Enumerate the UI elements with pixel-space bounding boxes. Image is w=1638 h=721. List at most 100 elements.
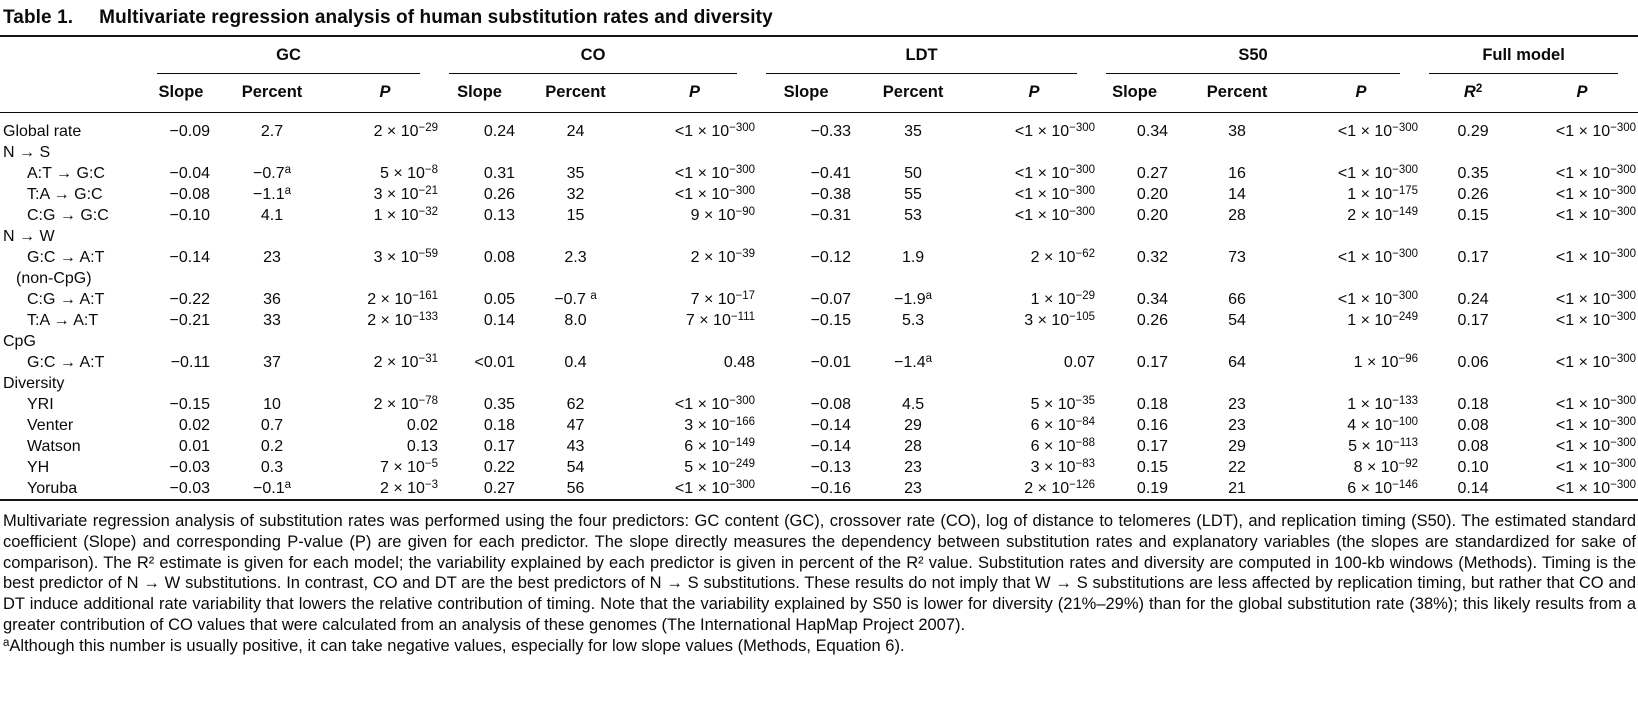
table-row: A:T → G:C −0.04 −0.7a 5 × 10−8 0.31 35 <1 × 10…	[0, 163, 1638, 184]
cell-s50-percent: 23	[1228, 417, 1246, 434]
cell-co-percent: 15	[566, 207, 585, 224]
row-label: Venter	[27, 417, 74, 434]
table-body: Global rate −0.09 2.7 2 × 10−29 0.24 24 <1 × 1…	[0, 113, 1638, 501]
col-header-s50-percent: Percent	[1172, 74, 1303, 113]
table-row: G:C → A:T (non-CpG) −0.14 23 3 × 10−59 0.08 2.…	[0, 247, 1638, 289]
table-row: Venter 0.02 0.7 0.02 0.18 47 3 × 10−166 −0.14 29…	[0, 415, 1638, 436]
row-label: N → W	[3, 228, 55, 245]
cell-co-slope: <0.01	[474, 354, 516, 371]
cell-ldt-percent: 5.3	[901, 312, 925, 329]
cell-gc-slope: −0.22	[169, 291, 210, 308]
row-label: Diversity	[3, 375, 65, 392]
cell-full-r2: 0.17	[1457, 249, 1489, 266]
cell-ldt-p: 6 × 10−88	[1030, 436, 1096, 455]
footnote-section: Multivariate regression analysis of subs…	[0, 501, 1638, 657]
cell-gc-slope: −0.15	[169, 396, 210, 413]
cell-gc-slope: −0.04	[169, 165, 210, 182]
cell-s50-percent: 38	[1228, 123, 1246, 140]
cell-co-slope: 0.18	[483, 417, 516, 434]
cell-full-r2: 0.14	[1457, 480, 1489, 497]
cell-gc-p: 0.13	[406, 438, 439, 455]
cell-full-p: <1 × 10−300	[1555, 289, 1637, 308]
label-col-spacer	[0, 37, 148, 74]
cell-co-slope: 0.26	[483, 186, 516, 203]
cell-ldt-p: <1 × 10−300	[1014, 121, 1096, 140]
cell-s50-p: 1 × 10−175	[1347, 184, 1419, 203]
cell-full-r2: 0.26	[1457, 186, 1489, 203]
col-header-s50-p: P	[1302, 74, 1421, 113]
cell-co-p: <1 × 10−300	[674, 478, 756, 497]
cell-ldt-percent: 23	[904, 459, 922, 476]
cell-s50-slope: 0.27	[1136, 165, 1169, 182]
section-row: Diversity	[0, 373, 1638, 394]
cell-ldt-percent: 35	[904, 123, 922, 140]
cell-ldt-percent: 53	[904, 207, 922, 224]
table-number: Table 1.	[3, 7, 74, 28]
cell-co-percent: 24	[566, 123, 585, 140]
cell-full-p: <1 × 10−300	[1555, 394, 1637, 413]
cell-co-p: 9 × 10−90	[690, 205, 756, 224]
cell-co-p: 7 × 10−17	[690, 289, 756, 308]
cell-gc-percent: 10	[263, 396, 281, 413]
col-header-ldt-slope: Slope	[757, 74, 856, 113]
cell-full-p: <1 × 10−300	[1555, 310, 1637, 329]
cell-full-p: <1 × 10−300	[1555, 205, 1637, 224]
cell-s50-p: <1 × 10−300	[1337, 289, 1419, 308]
cell-s50-percent: 23	[1228, 396, 1246, 413]
regression-table: GC CO LDT S50 Full model Slope Percent P…	[0, 37, 1638, 501]
cell-s50-p: 8 × 10−92	[1353, 457, 1419, 476]
cell-s50-slope: 0.18	[1136, 396, 1169, 413]
cell-ldt-percent: 55	[904, 186, 922, 203]
table-head: GC CO LDT S50 Full model Slope Percent P…	[0, 37, 1638, 113]
cell-gc-slope: −0.21	[169, 312, 210, 329]
cell-co-slope: 0.24	[483, 123, 516, 140]
cell-co-percent: 35	[566, 165, 585, 182]
empty-cells	[148, 226, 1638, 247]
col-header-co-slope: Slope	[440, 74, 520, 113]
col-header-r2: R2	[1420, 74, 1527, 113]
row-label: C:G → A:T	[27, 291, 105, 308]
cell-s50-percent: 16	[1228, 165, 1246, 182]
footnote-a: aAlthough this number is usually positiv…	[3, 636, 1636, 657]
cell-ldt-percent: 1.9	[901, 249, 925, 266]
cell-s50-p: 4 × 10−100	[1347, 415, 1419, 434]
cell-gc-slope: −0.10	[169, 207, 210, 224]
cell-ldt-p: <1 × 10−300	[1014, 184, 1096, 203]
cell-s50-p: 1 × 10−133	[1347, 394, 1419, 413]
cell-co-p: 3 × 10−166	[684, 415, 756, 434]
footnote-a-marker: a	[3, 636, 10, 649]
cell-gc-percent: 4.1	[260, 207, 284, 224]
section-row: CpG	[0, 331, 1638, 352]
table-title: Table 1. Multivariate regression analysis…	[0, 5, 1638, 37]
cell-ldt-p: 5 × 10−35	[1030, 394, 1096, 413]
cell-gc-p: 0.02	[406, 417, 439, 434]
cell-ldt-percent: −1.9a	[894, 289, 933, 308]
cell-gc-slope: −0.03	[169, 459, 210, 476]
r2-sup: 2	[1475, 82, 1483, 95]
group-co: CO	[440, 37, 757, 74]
cell-co-percent: 47	[566, 417, 585, 434]
cell-gc-p: 2 × 10−161	[367, 289, 439, 308]
cell-ldt-percent: 28	[904, 438, 922, 455]
cell-full-r2: 0.08	[1457, 417, 1489, 434]
cell-full-p: <1 × 10−300	[1555, 415, 1637, 434]
empty-cells	[148, 142, 1638, 163]
cell-full-r2: 0.10	[1457, 459, 1489, 476]
footnote-a-text: Although this number is usually positive…	[9, 636, 905, 655]
cell-gc-slope: −0.14	[169, 249, 210, 266]
cell-co-p: 5 × 10−249	[684, 457, 756, 476]
cell-ldt-p: 2 × 10−62	[1030, 247, 1096, 266]
cell-full-p: <1 × 10−300	[1555, 478, 1637, 497]
table-row: C:G → G:C −0.10 4.1 1 × 10−32 0.13 15 9 × 10−9…	[0, 205, 1638, 226]
cell-gc-percent: 0.7	[260, 417, 284, 434]
cell-ldt-p: <1 × 10−300	[1014, 163, 1096, 182]
cell-co-p: <1 × 10−300	[674, 394, 756, 413]
cell-gc-p: 5 × 10−8	[379, 163, 439, 182]
cell-co-p: 7 × 10−111	[685, 310, 756, 329]
table-row: Global rate −0.09 2.7 2 × 10−29 0.24 24 <1 × 1…	[0, 113, 1638, 143]
cell-s50-percent: 29	[1228, 438, 1246, 455]
cell-gc-p: 2 × 10−29	[373, 121, 439, 140]
cell-gc-percent: 37	[263, 354, 281, 371]
group-gc-label: GC	[157, 46, 421, 74]
paper-page: Table 1. Multivariate regression analysis…	[0, 5, 1638, 657]
